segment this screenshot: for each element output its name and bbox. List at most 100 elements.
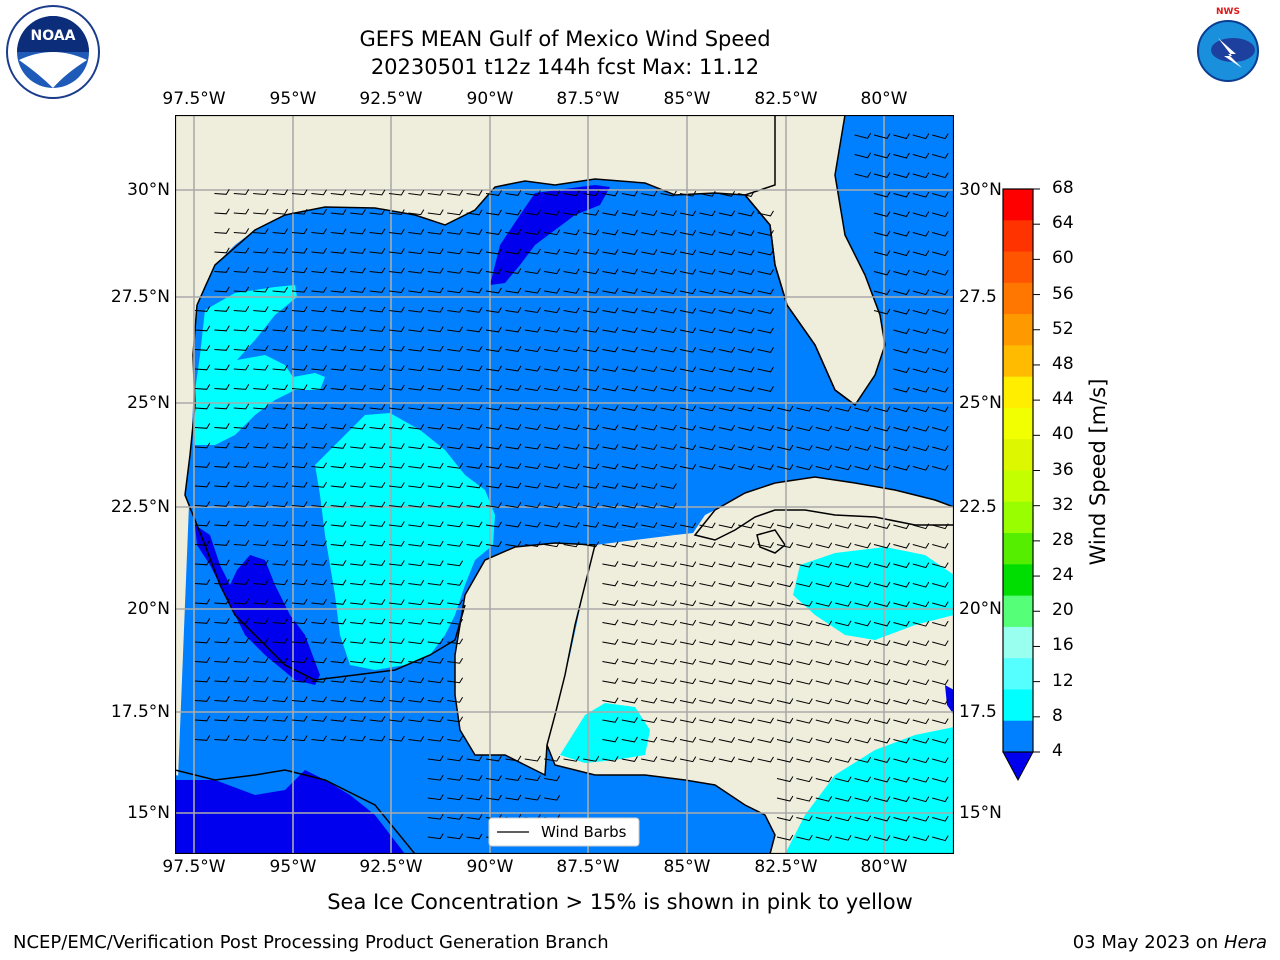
wind-barb	[272, 540, 289, 547]
wind-barb	[194, 676, 211, 683]
wind-barb	[873, 601, 891, 607]
nws-logo: NWS	[1182, 5, 1274, 97]
wind-barb	[815, 444, 833, 451]
wind-barb	[233, 637, 250, 644]
wind-barb	[369, 248, 386, 254]
wind-barb	[466, 833, 483, 840]
wind-barb	[466, 443, 483, 450]
wind-barb	[582, 443, 600, 450]
wind-barb	[679, 190, 697, 197]
lat-label-left: 25°N	[127, 393, 170, 413]
wind-barb	[272, 559, 289, 566]
wind-barbs	[194, 133, 949, 842]
legend-box: Wind Barbs	[488, 817, 640, 847]
wind-barb	[291, 423, 308, 430]
wind-barb	[350, 521, 366, 527]
wind-barb	[932, 659, 949, 666]
wind-barb	[873, 718, 891, 724]
wind-barb	[660, 580, 677, 587]
wind-barb	[214, 208, 230, 215]
wind-barb	[194, 559, 211, 566]
wind-barb	[447, 326, 464, 333]
wind-barb	[932, 347, 949, 354]
wind-barb	[311, 696, 327, 703]
wind-barb	[602, 561, 619, 567]
wind-barb	[427, 833, 444, 840]
wind-barb	[427, 618, 444, 625]
wind-barb	[330, 404, 347, 410]
wind-barb	[388, 540, 405, 547]
wind-barb	[466, 502, 483, 508]
wind-barb	[621, 580, 638, 587]
wind-barb	[738, 366, 755, 373]
wind-barb	[912, 269, 930, 276]
colorbar-step	[1003, 439, 1033, 471]
wind-barb	[738, 581, 755, 587]
wind-barb	[408, 599, 425, 606]
wind-barb	[757, 230, 774, 236]
wind-barb	[893, 172, 910, 179]
wind-barb	[641, 561, 658, 568]
colorbar-tick-label: 16	[1052, 635, 1074, 656]
wind-barb	[854, 425, 872, 432]
wind-barb	[854, 445, 872, 451]
colorbar-step	[1003, 251, 1033, 284]
wind-barb	[893, 133, 910, 140]
wind-barb	[602, 346, 619, 353]
wind-barb	[873, 776, 891, 783]
wind-barb	[582, 190, 600, 197]
wind-barb	[854, 757, 872, 763]
wind-barb	[505, 482, 522, 489]
wind-barb	[524, 326, 541, 333]
wind-barb	[582, 346, 600, 353]
wind-barb	[582, 521, 600, 528]
wind-barb	[524, 541, 541, 548]
wind-barb	[272, 267, 289, 274]
wind-barb	[350, 696, 366, 703]
wind-barb	[660, 756, 677, 763]
wind-barb	[272, 657, 289, 664]
wind-barb	[679, 678, 697, 685]
wind-barb	[602, 190, 619, 197]
wind-barb	[815, 561, 833, 568]
wind-barb	[466, 794, 483, 801]
wind-barb	[912, 835, 930, 842]
lon-label-bottom: 85°W	[663, 857, 711, 877]
wind-barb	[796, 425, 813, 432]
wind-barb	[408, 345, 425, 352]
wind-barb	[738, 288, 755, 295]
wind-barb	[621, 502, 638, 509]
wind-barb	[679, 736, 697, 743]
colorbar-tick-label: 12	[1052, 670, 1074, 691]
wind-barb	[485, 482, 502, 489]
wind-barb	[912, 757, 930, 764]
wind-barb	[679, 463, 697, 470]
wind-barb	[214, 247, 230, 254]
wind-barb	[757, 347, 774, 353]
wind-barb	[272, 715, 289, 722]
wind-barb	[544, 248, 561, 255]
wind-barb	[214, 501, 230, 507]
wind-barb	[815, 678, 833, 685]
wind-barb	[311, 540, 327, 547]
wind-barb	[214, 364, 230, 371]
wind-barb	[253, 364, 269, 371]
wind-barb	[194, 345, 211, 351]
wind-barb	[854, 523, 872, 529]
wind-barb	[893, 269, 910, 276]
wind-barb	[485, 307, 502, 313]
wind-barb	[524, 385, 541, 392]
wind-barb	[272, 637, 289, 644]
wind-barb	[932, 152, 949, 159]
wind-barb	[388, 326, 405, 333]
wind-barb	[602, 580, 619, 587]
wind-barb	[524, 424, 541, 431]
wind-barb	[718, 327, 736, 334]
gulf-wind-map: Wind Barbs	[175, 115, 954, 854]
wind-barb	[408, 521, 425, 528]
wind-barb	[408, 560, 425, 567]
wind-barb	[388, 696, 405, 703]
wind-barb	[214, 403, 230, 410]
wind-barb	[466, 190, 483, 196]
wind-barb	[311, 345, 327, 352]
